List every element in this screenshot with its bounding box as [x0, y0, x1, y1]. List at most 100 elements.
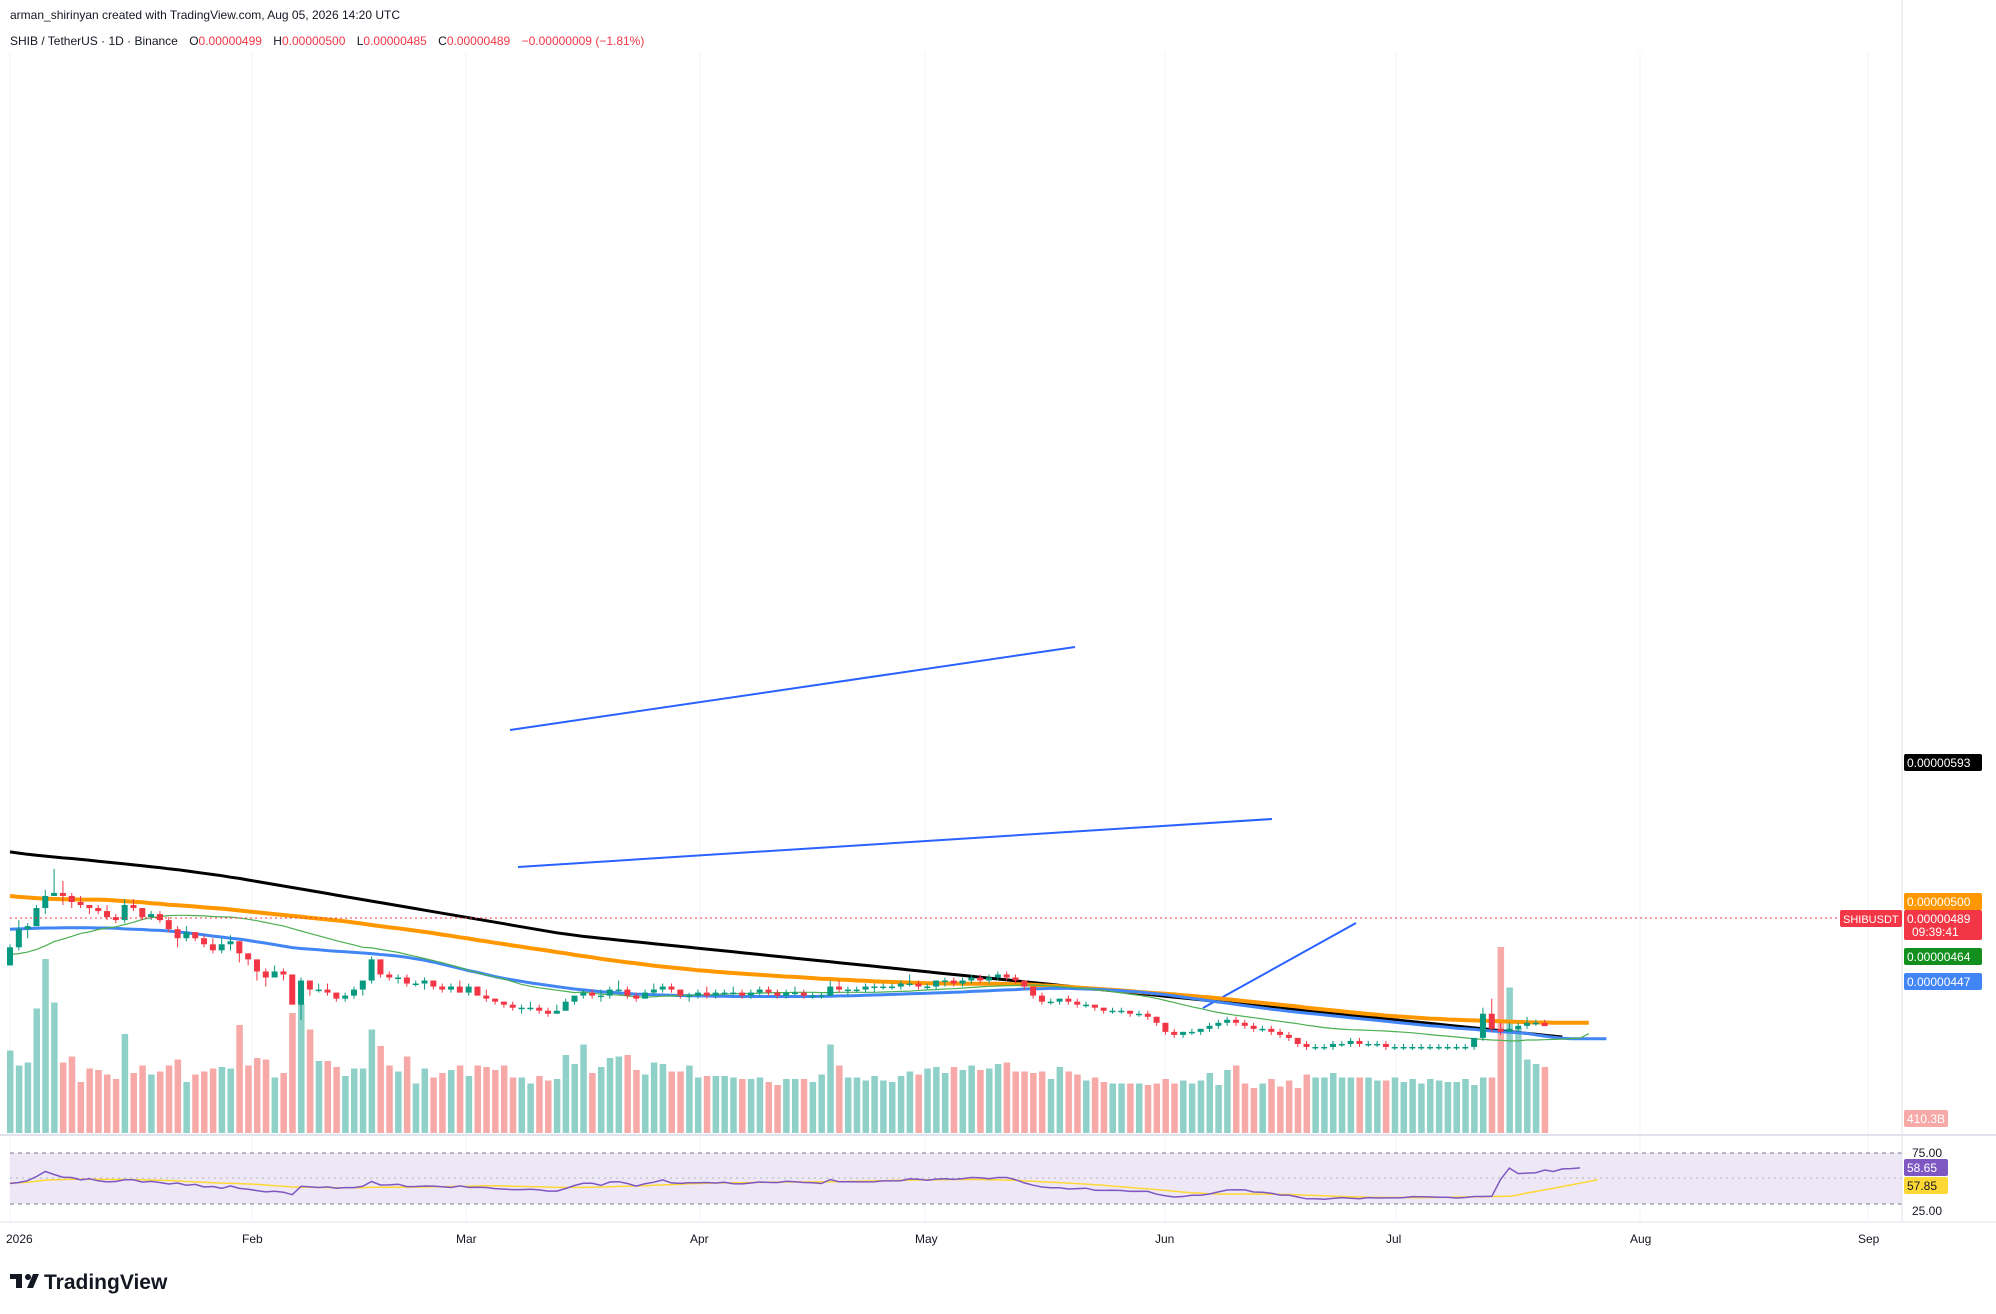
volume-bar — [1047, 1079, 1055, 1133]
volume-bar — [783, 1079, 790, 1133]
candle-body — [174, 929, 181, 939]
candle-body — [1135, 1013, 1142, 1016]
volume-bar — [474, 1065, 481, 1133]
candle-body — [650, 989, 657, 993]
candle-body — [977, 977, 984, 981]
volume-bar — [774, 1085, 781, 1133]
moving-averages — [9, 850, 1607, 1042]
candle-body — [236, 941, 243, 954]
candle-body — [289, 974, 296, 1005]
ohlc-close-label: C — [438, 34, 447, 48]
volume-bar — [421, 1068, 429, 1133]
volume-bar — [156, 1071, 164, 1133]
candle-body — [139, 908, 146, 918]
x-tick-label: Aug — [1630, 1232, 1651, 1246]
volume-bar — [791, 1079, 799, 1133]
volume-bar — [456, 1065, 464, 1133]
volume-bar — [1391, 1077, 1399, 1133]
volume-bar — [1506, 987, 1513, 1133]
candle-body — [1294, 1037, 1301, 1044]
ohlc-open-value: 0.00000499 — [199, 34, 263, 48]
volume-bar — [95, 1070, 102, 1133]
candle-body — [1462, 1046, 1469, 1049]
candle-body — [492, 998, 499, 1002]
candle-body — [245, 953, 252, 960]
candle-body — [456, 986, 463, 993]
volume-bar — [968, 1065, 975, 1133]
volume-bar — [915, 1074, 922, 1133]
candle-body — [1074, 1001, 1081, 1005]
volume-bar — [986, 1068, 993, 1133]
candle-body — [280, 971, 287, 975]
volume-bar — [880, 1080, 887, 1133]
volume-bar — [1241, 1083, 1249, 1133]
volume-bar — [765, 1082, 773, 1133]
candle-body — [1180, 1031, 1187, 1035]
volume-bar — [500, 1065, 508, 1133]
grid — [9, 52, 1869, 1222]
volume-bar — [1312, 1077, 1319, 1133]
candle-body — [836, 986, 843, 990]
candle-body — [253, 959, 260, 972]
candle-body — [571, 995, 578, 1002]
candle-body — [827, 986, 834, 996]
candle-body — [986, 977, 993, 981]
candle-body — [1118, 1010, 1125, 1013]
candle-body — [606, 989, 613, 996]
candle-body — [51, 892, 58, 896]
candle-body — [324, 989, 331, 993]
candle-body — [1303, 1043, 1310, 1047]
candle-body — [7, 947, 13, 966]
candle-body — [818, 995, 825, 998]
ma200-line — [9, 850, 1563, 1039]
candle-body — [333, 992, 340, 999]
candle-body — [1497, 1028, 1504, 1032]
x-tick-label: Jun — [1155, 1232, 1174, 1246]
volume-bar — [1524, 1059, 1531, 1133]
candle-body — [959, 980, 966, 984]
candle-body — [1541, 1022, 1548, 1027]
volume-bar — [333, 1067, 340, 1133]
volume-bar — [633, 1070, 640, 1133]
candle-body — [1100, 1007, 1107, 1011]
volume-bar — [1180, 1080, 1187, 1133]
candle-body — [1524, 1022, 1531, 1026]
volume-bar — [1224, 1070, 1231, 1133]
candle-body — [686, 995, 693, 998]
candle-body — [509, 1004, 516, 1008]
volume-bar — [712, 1076, 720, 1133]
tradingview-logo[interactable]: TradingView — [10, 1271, 168, 1294]
volume-bar — [492, 1070, 499, 1133]
candle-body — [315, 989, 322, 992]
candle-body — [1391, 1046, 1398, 1049]
volume-bar — [192, 1074, 199, 1133]
volume-bar — [571, 1064, 578, 1133]
candle-body — [1418, 1046, 1425, 1049]
volume-bar — [1285, 1080, 1293, 1133]
candle-body — [924, 986, 931, 989]
volume-bar — [1471, 1085, 1478, 1133]
candle-body — [712, 992, 719, 996]
candle-body — [1003, 974, 1010, 978]
volume-bar — [730, 1077, 737, 1133]
ohlc-open-label: O — [189, 34, 198, 48]
volume-bar — [897, 1076, 905, 1133]
candle-body — [474, 986, 481, 996]
candle-body — [1109, 1010, 1116, 1013]
candle-body — [298, 980, 305, 1005]
time-axis[interactable]: 2026 Feb Mar Apr May Jun Jul Aug Sep — [6, 1232, 1880, 1246]
volume-bar — [545, 1080, 552, 1133]
volume-bar — [668, 1071, 675, 1133]
volume-bar — [994, 1064, 1002, 1133]
volume-bar — [650, 1062, 658, 1133]
candle-body — [95, 908, 102, 912]
x-tick-label: May — [915, 1232, 938, 1246]
ohlc-low-value: 0.00000485 — [363, 34, 427, 48]
volume-bar — [1215, 1085, 1222, 1133]
svg-text:0.00000464: 0.00000464 — [1907, 950, 1971, 964]
ohlc-high-value: 0.00000500 — [282, 34, 346, 48]
candle-body — [933, 980, 940, 987]
candle-body — [597, 995, 604, 998]
candle-body — [536, 1007, 543, 1011]
candle-body — [1400, 1046, 1407, 1049]
